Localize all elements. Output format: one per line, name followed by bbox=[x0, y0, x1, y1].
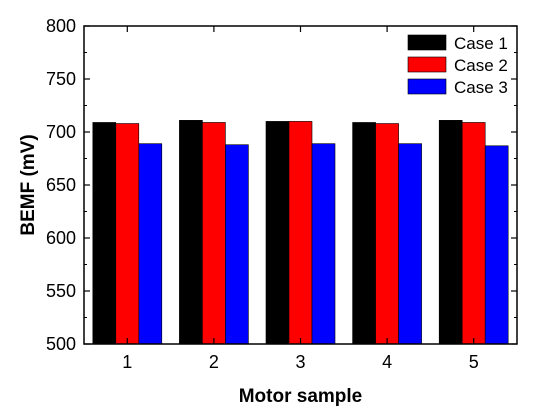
bar-case-3-sample-1 bbox=[138, 143, 163, 345]
x-tick-label: 2 bbox=[209, 352, 219, 372]
y-axis: 500 550 600 650 700 750 800 bbox=[46, 16, 517, 354]
bar-case-3-sample-3 bbox=[311, 143, 336, 345]
x-axis-title: Motor sample bbox=[239, 386, 363, 407]
bar-case-2-sample-4 bbox=[375, 123, 399, 345]
bar-case-1-sample-5 bbox=[438, 120, 463, 345]
bar-case-2-sample-2 bbox=[202, 122, 226, 345]
bar-case-2-sample-5 bbox=[461, 122, 486, 345]
bars-group bbox=[92, 120, 509, 345]
x-axis: 1 2 3 4 5 bbox=[122, 26, 479, 372]
bar-case-1-sample-4 bbox=[352, 122, 376, 345]
bar-case-2-sample-3 bbox=[288, 121, 313, 345]
bar-case-1-sample-2 bbox=[179, 120, 203, 345]
bar-case-3-sample-4 bbox=[398, 143, 422, 345]
y-tick-label: 650 bbox=[46, 175, 76, 195]
y-axis-title: BEMF (mV) bbox=[18, 134, 39, 235]
bar-case-2-sample-1 bbox=[115, 123, 140, 345]
legend-label: Case 1 bbox=[454, 34, 508, 53]
x-tick-label: 3 bbox=[295, 352, 305, 372]
legend-label: Case 2 bbox=[454, 56, 508, 75]
y-tick-label: 550 bbox=[46, 281, 76, 301]
x-tick-label: 1 bbox=[122, 352, 132, 372]
y-tick-label: 750 bbox=[46, 69, 76, 89]
legend-label: Case 3 bbox=[454, 78, 508, 97]
legend-swatch-case-1 bbox=[407, 34, 447, 51]
legend-swatch-case-2 bbox=[407, 56, 447, 73]
bar-case-1-sample-3 bbox=[265, 121, 290, 345]
bar-case-1-sample-1 bbox=[92, 122, 117, 345]
x-tick-label: 5 bbox=[469, 352, 479, 372]
y-tick-label: 700 bbox=[46, 122, 76, 142]
bar-case-3-sample-2 bbox=[225, 144, 249, 345]
x-tick-label: 4 bbox=[382, 352, 392, 372]
bar-case-3-sample-5 bbox=[484, 145, 509, 345]
legend-swatch-case-3 bbox=[407, 78, 447, 95]
legend: Case 1 Case 2 Case 3 bbox=[407, 34, 508, 97]
y-tick-label: 500 bbox=[46, 334, 76, 354]
y-tick-label: 600 bbox=[46, 228, 76, 248]
y-tick-label: 800 bbox=[46, 16, 76, 36]
